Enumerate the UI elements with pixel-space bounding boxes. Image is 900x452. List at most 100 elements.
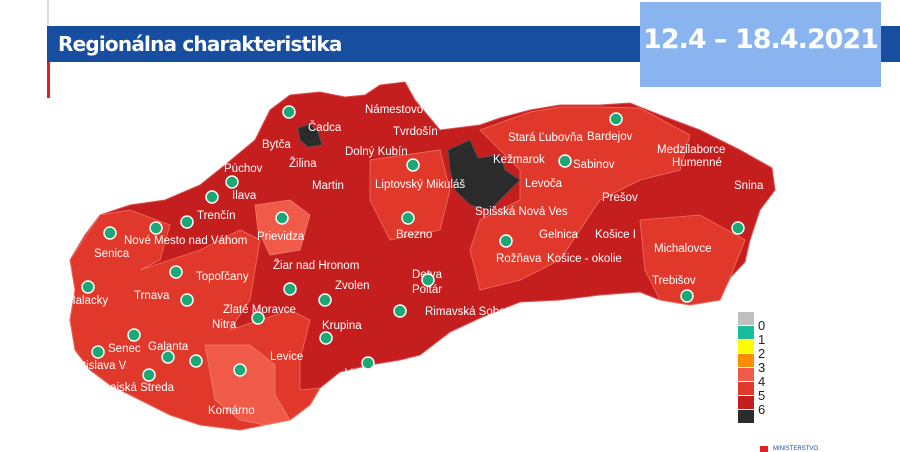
district-label: Trnava xyxy=(134,290,170,302)
district-label: Prievidza xyxy=(257,231,305,243)
legend-label: 2 xyxy=(758,346,766,361)
district-label: Púchov xyxy=(224,163,263,175)
district-marker xyxy=(81,280,95,294)
date-range: 12.4 – 18.4.2021 xyxy=(643,24,879,55)
district-label: Žilina xyxy=(289,157,317,170)
district-marker xyxy=(401,211,415,225)
district-marker xyxy=(319,331,333,345)
date-box xyxy=(640,2,881,87)
district-label: Žiar nad Hronom xyxy=(273,259,359,272)
district-marker xyxy=(680,289,694,303)
district-label: Humenné xyxy=(672,157,722,169)
district-marker xyxy=(189,354,203,368)
district-marker xyxy=(180,215,194,229)
district-marker xyxy=(609,112,623,126)
district-label: Senica xyxy=(94,248,130,260)
ministry-logo xyxy=(760,446,768,452)
district-label: Kežmarok xyxy=(493,154,545,166)
district-marker xyxy=(205,190,219,204)
district-marker xyxy=(275,211,289,225)
district-label: Rimavská Sobota xyxy=(425,306,516,318)
district-marker xyxy=(169,265,183,279)
district-marker xyxy=(127,328,141,342)
district-label: Bytča xyxy=(262,139,291,151)
accent-line xyxy=(47,62,50,98)
region-level5-east xyxy=(469,106,691,291)
region-level6-kezmarok xyxy=(447,139,521,211)
legend-swatch xyxy=(738,368,754,381)
district-label: Trebišov xyxy=(652,275,696,287)
ministry-text: MINISTERSTVO xyxy=(773,446,819,452)
district-label: Námestovo xyxy=(365,104,423,116)
district-label: Senec xyxy=(108,343,141,355)
district-label: Prešov xyxy=(602,192,638,204)
district-marker xyxy=(251,311,265,325)
district-label: Dunajská Streda xyxy=(89,382,175,394)
district-label: Galanta xyxy=(148,341,189,353)
district-marker xyxy=(283,282,297,296)
legend-swatch xyxy=(738,340,754,353)
district-label: Čadca xyxy=(308,121,342,134)
district-label: Zvolen xyxy=(335,280,370,292)
district-label: Veľký Krtíš xyxy=(345,368,400,380)
legend-label: 1 xyxy=(758,332,766,347)
district-label: Ilava xyxy=(232,190,257,202)
district-label: Nové Mesto nad Váhom xyxy=(124,235,247,247)
district-marker xyxy=(233,363,247,377)
district-label: Trenčín xyxy=(197,210,236,222)
district-marker xyxy=(361,356,375,370)
district-label: Levice xyxy=(270,351,303,363)
legend-swatch xyxy=(738,312,754,325)
district-marker xyxy=(393,304,407,318)
divider-line xyxy=(47,0,49,26)
district-marker xyxy=(406,158,420,172)
district-label: Liptovský Mikuláš xyxy=(375,179,465,191)
legend-swatch xyxy=(738,354,754,367)
district-label: Snina xyxy=(734,180,764,192)
district-label: Komárno xyxy=(208,405,255,417)
district-marker xyxy=(161,350,175,364)
legend-label: 0 xyxy=(758,318,766,333)
page-title: Regionálna charakteristika xyxy=(58,32,342,56)
district-label: Košice I xyxy=(595,229,636,241)
district-marker xyxy=(91,345,105,359)
district-label: Košice - okolie xyxy=(547,253,622,265)
district-label: Stará Ľubovňa xyxy=(508,132,583,144)
legend-swatch xyxy=(738,326,754,339)
district-marker xyxy=(731,221,745,235)
district-label: Gelnica xyxy=(539,229,579,241)
legend-label: 5 xyxy=(758,388,766,403)
legend-swatch xyxy=(738,410,754,423)
legend-label: 3 xyxy=(758,360,766,375)
legend-swatch xyxy=(738,396,754,409)
district-marker xyxy=(499,234,513,248)
district-label: Bardejov xyxy=(587,131,633,143)
district-marker xyxy=(142,368,156,382)
legend-label: 6 xyxy=(758,402,766,417)
district-label: Spišská Nová Ves xyxy=(475,206,568,218)
region-level5-southeast xyxy=(639,214,746,306)
region-level4-south xyxy=(204,344,291,426)
district-label: Rožňava xyxy=(496,253,542,265)
district-marker xyxy=(318,293,332,307)
district-label: Bratislava V xyxy=(65,360,127,372)
district-label: Poltár xyxy=(412,284,442,296)
district-label: Malacky xyxy=(66,295,108,307)
district-label: Martin xyxy=(312,180,344,192)
region-level5-center xyxy=(369,149,451,241)
legend-swatch xyxy=(738,382,754,395)
district-label: Michalovce xyxy=(654,243,712,255)
district-marker xyxy=(180,293,194,307)
district-marker xyxy=(421,273,435,287)
district-label: Tvrdošín xyxy=(393,126,438,138)
region-level6-cadca xyxy=(297,123,323,148)
district-label: Brezno xyxy=(396,229,432,241)
district-marker xyxy=(225,175,239,189)
district-marker xyxy=(282,105,296,119)
district-marker xyxy=(103,226,117,240)
district-marker xyxy=(149,221,163,235)
district-label: Medzilaborce xyxy=(657,144,725,156)
region-level4-prievidza xyxy=(254,199,311,256)
